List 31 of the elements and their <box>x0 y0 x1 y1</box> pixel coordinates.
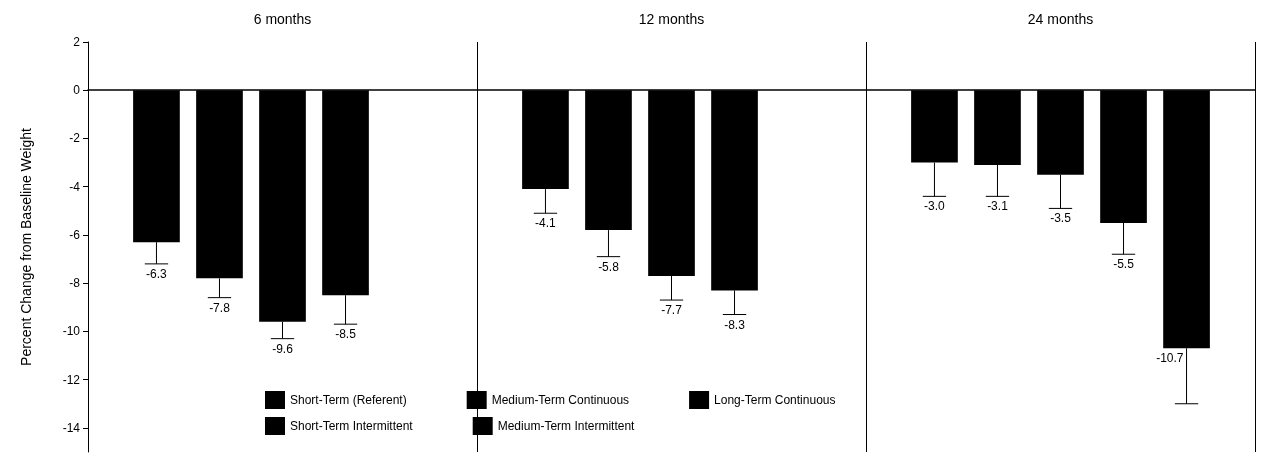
y-tick-label: -12 <box>62 372 81 387</box>
legend-label: Medium-Term Continuous <box>491 393 630 407</box>
data-label: -7.7 <box>661 303 683 318</box>
x-tick-label: 12 months <box>638 11 705 27</box>
y-tick-label: -2 <box>69 131 81 146</box>
data-label: -4.1 <box>535 216 557 231</box>
y-tick-label: -8 <box>69 276 81 291</box>
data-label: -9.6 <box>272 341 294 356</box>
y-tick-label: -14 <box>62 420 81 435</box>
x-tick-label: 6 months <box>253 11 312 27</box>
y-tick-label: 0 <box>73 83 81 98</box>
data-label: -6.3 <box>146 266 168 281</box>
data-label: -5.8 <box>598 259 620 274</box>
data-label: -8.5 <box>335 327 357 342</box>
data-label: -10.7 <box>1156 351 1184 366</box>
data-label: -8.3 <box>724 317 746 332</box>
data-label: -3.1 <box>987 199 1009 214</box>
data-label: -5.5 <box>1113 257 1135 272</box>
data-label: -7.8 <box>209 300 231 315</box>
y-axis-title: Percent Change from Baseline Weight <box>18 127 34 366</box>
data-label: -3.5 <box>1050 211 1072 226</box>
legend-label: Long-Term Continuous <box>714 393 836 407</box>
legend-label: Short-Term Intermittent <box>290 419 414 433</box>
y-tick-label: -10 <box>62 324 81 339</box>
x-tick-label: 24 months <box>1027 11 1094 27</box>
legend-label: Short-Term (Referent) <box>290 393 407 407</box>
y-tick-label: 2 <box>73 35 81 49</box>
y-tick-label: -6 <box>69 227 81 242</box>
y-tick-label: -4 <box>69 179 81 194</box>
data-label: -3.0 <box>924 199 946 214</box>
legend-label: Medium-Term Intermittent <box>497 419 636 433</box>
